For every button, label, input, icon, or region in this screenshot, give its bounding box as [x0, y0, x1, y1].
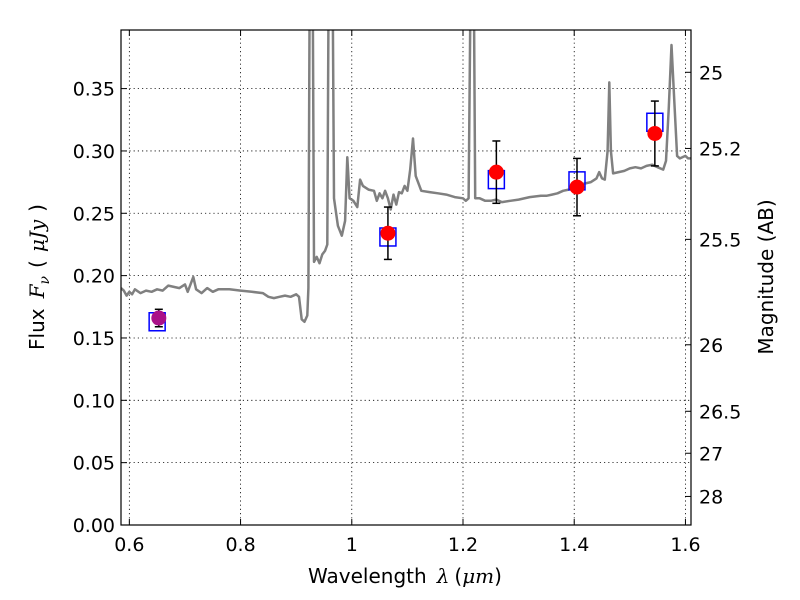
magnitude-tick-label: 25.2: [699, 138, 741, 160]
y-tick-label: 0.25: [73, 203, 115, 225]
x-tick-label: 1: [346, 534, 358, 556]
magnitude-tick-label: 27: [699, 443, 723, 465]
observed-flux-point: [488, 164, 504, 180]
observed-flux-point: [569, 179, 585, 195]
magnitude-tick-label: 26.5: [699, 401, 741, 423]
magnitude-tick-label: 25.5: [699, 229, 741, 251]
tick-labels: 0.6 0.8 1 1.2 1.4 1.6 0.00 0.05 0.10 0.15 0.20 0.25…: [73, 62, 742, 556]
x-tick-label: 1.4: [559, 534, 589, 556]
x-tick-label: 1.2: [448, 534, 478, 556]
marker-layer: [148, 100, 664, 332]
y-tick-label: 0.35: [73, 79, 115, 101]
magnitude-tick-label: 28: [699, 486, 723, 508]
y-tick-label: 0.15: [73, 328, 115, 350]
observed-flux-point: [151, 310, 167, 326]
observed-flux-point: [647, 125, 663, 141]
x-tick-label: 0.8: [225, 534, 255, 556]
magnitude-tick-label: 25: [699, 62, 723, 84]
x-tick-label: 0.6: [114, 534, 144, 556]
y-tick-label: 0.10: [73, 390, 115, 412]
spectrum-line: [121, 30, 691, 324]
axis-ticks: [121, 30, 691, 526]
x-axis-title: Wavelength λ (μm): [308, 564, 502, 588]
magnitude-tick-label: 26: [699, 335, 723, 357]
y-tick-label: 0.20: [73, 266, 115, 288]
y-tick-label: 0.05: [73, 453, 115, 475]
spectrum-layer: [121, 30, 691, 324]
grid-lines: [121, 30, 691, 525]
y-axis-title: FluxFν(μJy): [25, 204, 53, 350]
x-tick-label: 1.6: [670, 534, 700, 556]
plot-frame: [120, 29, 692, 526]
y2-axis-title: Magnitude (AB): [754, 199, 778, 354]
observed-flux-point: [380, 225, 396, 241]
y-tick-label: 0.30: [73, 141, 115, 163]
y-tick-label: 0.00: [73, 515, 115, 537]
